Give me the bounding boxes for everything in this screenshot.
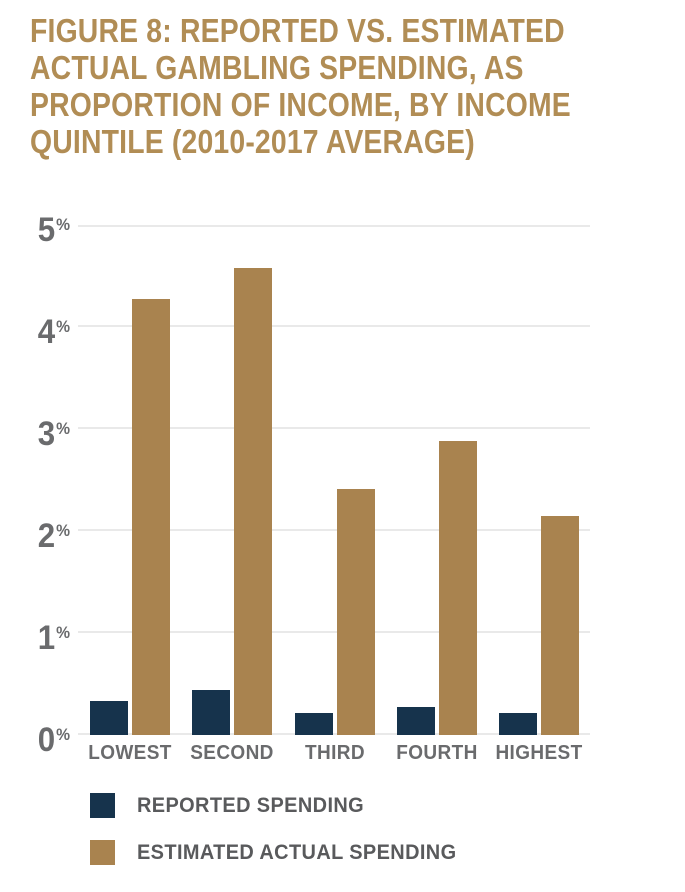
x-axis-label-fourth: FOURTH [396, 742, 478, 764]
figure-title-line: FIGURE 8: REPORTED VS. ESTIMATED [30, 12, 565, 49]
y-tick-label: 1% [37, 619, 70, 657]
gridline [78, 631, 590, 633]
y-tick-label: 4% [37, 313, 70, 351]
gridline [78, 225, 590, 227]
percent-sign: % [56, 215, 70, 234]
reported-bar-lowest [90, 701, 128, 735]
reported-bar-fourth [396, 707, 435, 735]
estimated-actual-spending-swatch [90, 840, 115, 865]
y-tick-label: 2% [37, 517, 70, 555]
plot-area: LOWEST SECOND THIRD FOURTH HIGHEST [78, 225, 590, 764]
reported-bar-second [192, 690, 231, 735]
percent-sign: % [56, 521, 70, 540]
bar-group-third: THIRD [294, 225, 375, 764]
estimated-bar-lowest [132, 299, 170, 735]
legend-label-reported: REPORTED SPENDING [137, 793, 365, 817]
y-tick-label: 3% [37, 415, 70, 453]
percent-sign: % [56, 317, 70, 336]
x-axis-label-third: THIRD [304, 742, 365, 764]
percent-sign: % [56, 725, 70, 744]
percent-sign: % [56, 419, 70, 438]
gridline [78, 427, 590, 429]
legend: REPORTED SPENDING ESTIMATED ACTUAL SPEND… [90, 793, 473, 865]
y-tick-label: 5% [37, 211, 70, 249]
figure-title-line: QUINTILE (2010-2017 AVERAGE) [30, 123, 475, 160]
figure-title-line: PROPORTION OF INCOME, BY INCOME [30, 86, 571, 123]
x-axis-label-lowest: LOWEST [88, 742, 172, 764]
legend-label-estimated: ESTIMATED ACTUAL SPENDING [137, 840, 457, 864]
estimated-bar-second [234, 267, 273, 735]
reported-bar-third [294, 712, 333, 735]
reported-spending-swatch [90, 793, 115, 818]
bar-group-fourth: FOURTH [396, 225, 477, 764]
legend-item-reported: REPORTED SPENDING [90, 793, 473, 818]
estimated-bar-highest [541, 515, 579, 735]
bar-chart: 0% 1% 2% 3% 4% 5% LOWEST SECOND THIRD FOURTH HIGH… [0, 211, 685, 785]
figure-title: FIGURE 8: REPORTED VS. ESTIMATED ACTUAL … [30, 12, 666, 160]
bar-group-lowest: LOWEST [88, 225, 171, 764]
x-axis-label-second: SECOND [190, 742, 275, 764]
gridline [78, 733, 590, 735]
bar-group-highest: HIGHEST [495, 225, 582, 764]
bar-group-second: SECOND [190, 225, 274, 764]
legend-item-estimated: ESTIMATED ACTUAL SPENDING [90, 840, 473, 865]
reported-bar-highest [499, 712, 537, 735]
x-axis-label-highest: HIGHEST [495, 742, 583, 764]
percent-sign: % [56, 623, 70, 642]
y-tick-label: 0% [37, 721, 70, 759]
estimated-bar-third [336, 489, 375, 735]
figure-title-line: ACTUAL GAMBLING SPENDING, AS [30, 49, 524, 86]
gridline [78, 325, 590, 327]
gridline [78, 529, 590, 531]
y-axis: 0% 1% 2% 3% 4% 5% [0, 211, 70, 759]
estimated-bar-fourth [438, 441, 477, 735]
bar-groups: LOWEST SECOND THIRD FOURTH HIGHEST [78, 225, 590, 764]
